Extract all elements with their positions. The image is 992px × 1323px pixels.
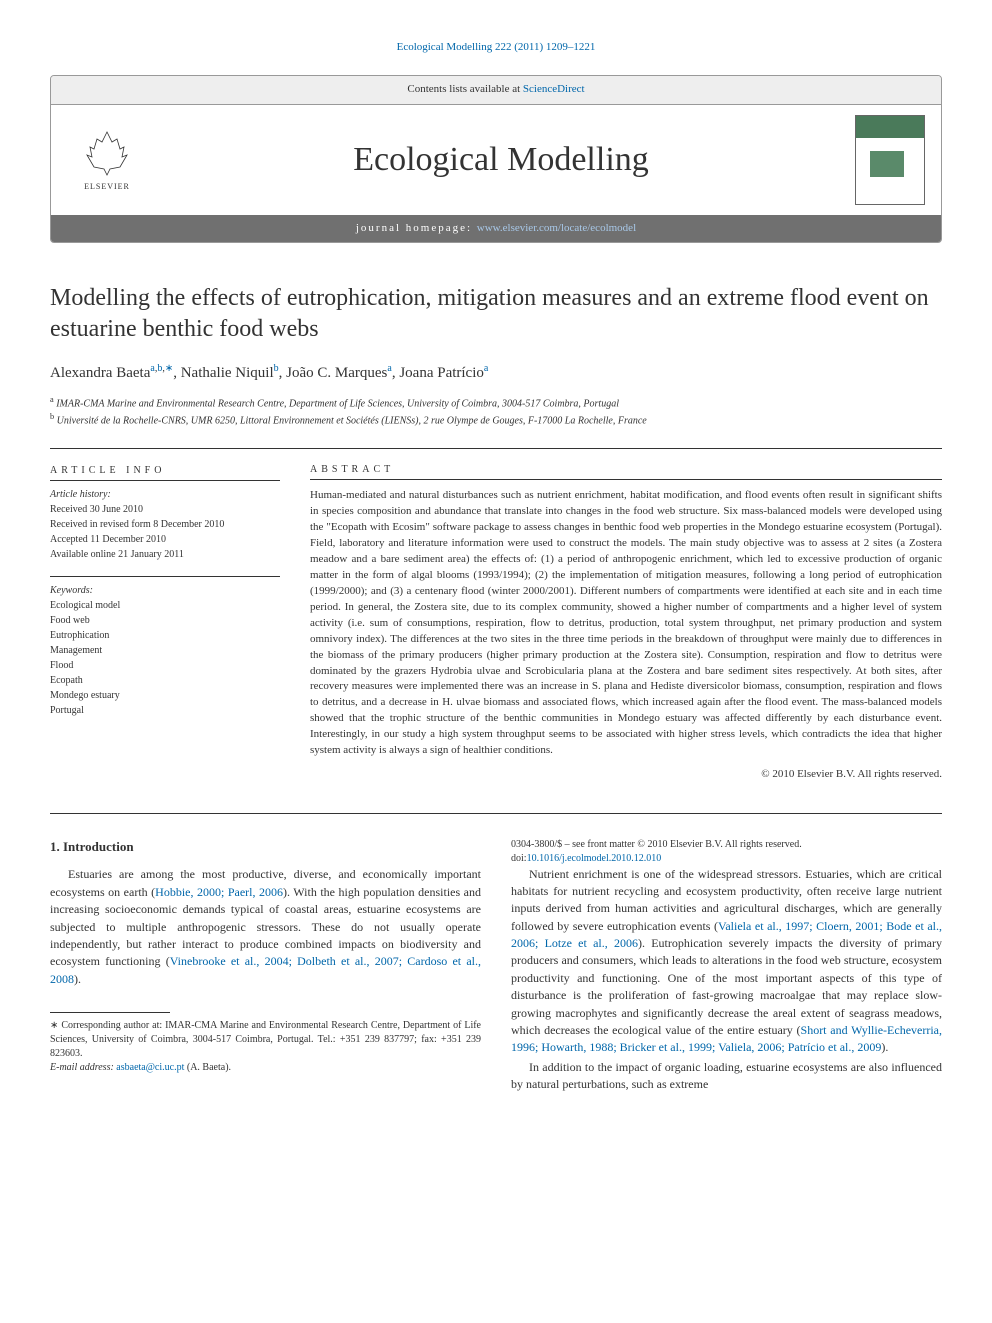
footnote-block: ∗ Corresponding author at: IMAR-CMA Mari… [50,1012,481,1075]
journal-cover-thumb [855,115,925,205]
article-title: Modelling the effects of eutrophication,… [50,283,942,345]
history-item: Available online 21 January 2011 [50,547,280,562]
keyword: Portugal [50,703,280,718]
masthead-contents-line: Contents lists available at ScienceDirec… [51,76,941,104]
doi-line: doi:10.1016/j.ecolmodel.2010.12.010 [511,852,942,866]
doi-label: doi: [511,853,527,864]
email-line: E-mail address: asbaeta@ci.uc.pt (A. Bae… [50,1061,481,1075]
body-paragraph: Estuaries are among the most productive,… [50,866,481,988]
keyword: Food web [50,613,280,628]
journal-name: Ecological Modelling [147,136,855,184]
elsevier-logo-text: ELSEVIER [84,181,130,192]
divider [50,576,280,577]
doi-link[interactable]: 10.1016/j.ecolmodel.2010.12.010 [527,853,662,864]
history-item: Received 30 June 2010 [50,502,280,517]
history-label: Article history: [50,487,280,502]
keyword: Ecopath [50,673,280,688]
section-heading: 1. Introduction [50,838,481,857]
divider [50,813,942,814]
contents-prefix: Contents lists available at [407,83,522,95]
abstract-text: Human-mediated and natural disturbances … [310,488,942,759]
keyword: Flood [50,658,280,673]
divider [310,479,942,480]
masthead-homepage-bar: journal homepage: www.elsevier.com/locat… [51,215,941,242]
article-info: ARTICLE INFO Article history: Received 3… [50,463,280,782]
top-citation-link[interactable]: Ecological Modelling 222 (2011) 1209–122… [397,41,596,53]
body-columns: 1. Introduction Estuaries are among the … [50,838,942,1094]
body-paragraph: In addition to the impact of organic loa… [511,1059,942,1094]
issn-line: 0304-3800/$ – see front matter © 2010 El… [511,838,942,852]
body-paragraph: Nutrient enrichment is one of the widesp… [511,866,942,1057]
homepage-link[interactable]: www.elsevier.com/locate/ecolmodel [477,222,636,234]
corresponding-author-note: ∗ Corresponding author at: IMAR-CMA Mari… [50,1019,481,1061]
masthead-mid: ELSEVIER Ecological Modelling [51,105,941,215]
divider [50,448,942,449]
homepage-label: journal homepage: [356,222,477,234]
elsevier-tree-icon [82,127,132,177]
abstract-heading: ABSTRACT [310,463,942,477]
keyword: Management [50,643,280,658]
affiliation-a: a IMAR-CMA Marine and Environmental Rese… [50,394,942,411]
elsevier-logo: ELSEVIER [67,120,147,200]
keyword: Eutrophication [50,628,280,643]
masthead: Contents lists available at ScienceDirec… [50,75,942,243]
top-citation: Ecological Modelling 222 (2011) 1209–122… [50,40,942,55]
affiliations: a IMAR-CMA Marine and Environmental Rese… [50,394,942,429]
history-item: Received in revised form 8 December 2010 [50,517,280,532]
authors: Alexandra Baetaa,b,∗, Nathalie Niquilb, … [50,362,942,384]
abstract-copyright: © 2010 Elsevier B.V. All rights reserved… [310,767,942,782]
email-link[interactable]: asbaeta@ci.uc.pt [116,1062,184,1073]
sciencedirect-link[interactable]: ScienceDirect [523,83,585,95]
email-suffix: (A. Baeta). [187,1062,231,1073]
abstract: ABSTRACT Human-mediated and natural dist… [310,463,942,782]
email-label: E-mail address: [50,1062,114,1073]
bottom-meta: 0304-3800/$ – see front matter © 2010 El… [511,838,942,866]
keyword: Mondego estuary [50,688,280,703]
keywords-list: Ecological model Food web Eutrophication… [50,598,280,718]
keyword: Ecological model [50,598,280,613]
affiliation-b: b Université de la Rochelle-CNRS, UMR 62… [50,411,942,428]
divider [50,1012,170,1013]
keywords-label: Keywords: [50,583,280,598]
divider [50,480,280,481]
article-info-heading: ARTICLE INFO [50,463,280,478]
history-item: Accepted 11 December 2010 [50,532,280,547]
